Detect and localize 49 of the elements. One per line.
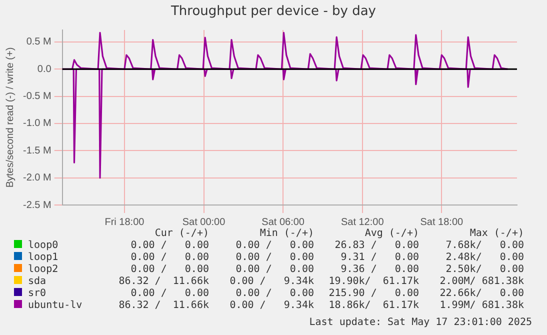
text: 2.48k/ 0.00	[444, 252, 524, 264]
text: 0.00 / 0.00	[130, 264, 209, 276]
text: 2.00M/ 681.38k	[438, 276, 524, 288]
text: 0.00 / 0.00	[130, 288, 209, 300]
legend-label: loop1	[27, 252, 60, 264]
y-tick-label: -0.5 M	[22, 91, 52, 102]
text: 86.32 / 11.66k	[118, 300, 209, 312]
y-tick-label: 0.0	[37, 64, 52, 75]
x-tick-label: Sat 00:00	[182, 216, 226, 228]
x-tick-label: Fri 18:00	[104, 216, 145, 228]
text: Avg (-/+)	[364, 228, 419, 240]
y-tick-label: -2.0 M	[22, 172, 52, 184]
text: 2.50k/ 0.00	[444, 264, 524, 276]
y-tick-label: -2.5 M	[22, 200, 52, 211]
legend-label: loop0	[27, 240, 60, 252]
text: Cur (-/+)	[154, 228, 209, 240]
text: 0.00 / 0.00	[130, 252, 209, 264]
text: Min (-/+)	[258, 228, 314, 240]
text: 0.00 / 0.00	[234, 288, 314, 300]
text: 0.00 / 9.34k	[228, 300, 314, 312]
text: 0.00 / 0.00	[130, 240, 209, 252]
x-tick-label: Sat 06:00	[262, 216, 305, 228]
text: 7.68k/ 0.00	[444, 240, 524, 252]
text: 0.00 / 0.00	[234, 240, 314, 252]
text: 0.00 / 9.34k	[228, 276, 314, 288]
text: 215.90 / 0.00	[328, 288, 419, 300]
chart-title: Throughput per device - by day	[170, 3, 378, 21]
text: 0.00 / 0.00	[234, 264, 314, 276]
text: 86.32 / 11.66k	[118, 276, 209, 288]
text: 22.66k/ 0.00	[438, 288, 524, 300]
legend-label: loop2	[27, 264, 60, 276]
text: 19.90k/ 61.17k	[328, 276, 419, 288]
text: Last update: Sat May 17 23:01:00 2025	[309, 317, 532, 328]
legend-label: sda	[27, 276, 48, 288]
x-tick-label: Sat 18:00	[420, 216, 464, 228]
legend-label: ubuntu-lv	[27, 300, 84, 312]
y-axis-title: Bytes/second read (-) / write (+)	[4, 47, 16, 188]
text: 0.00 / 0.00	[234, 252, 314, 264]
text: 26.83 / 0.00	[334, 240, 419, 252]
text: 9.36 / 0.00	[340, 264, 419, 276]
y-tick-label: -1.0 M	[22, 118, 52, 130]
text: 1.99M/ 681.38k	[438, 300, 524, 312]
text: 18.86k/ 61.17k	[328, 300, 419, 312]
y-tick-label: 0.5 M	[26, 36, 52, 48]
legend-label: sr0	[27, 288, 48, 300]
x-tick-label: Sat 12:00	[340, 216, 384, 228]
y-tick-label: -1.5 M	[22, 145, 52, 156]
text: 9.31 / 0.00	[340, 252, 419, 264]
text: Max (-/+)	[468, 228, 524, 240]
